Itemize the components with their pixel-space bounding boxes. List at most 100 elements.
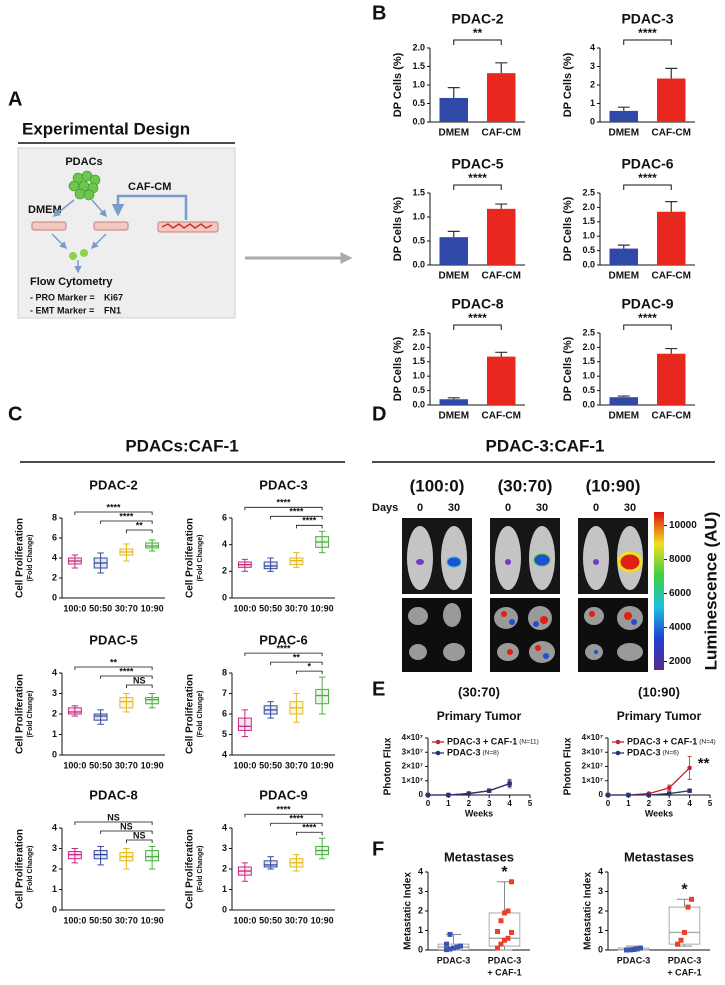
significance-label: ** <box>473 26 483 40</box>
marker-label: - PRO Marker = <box>30 292 95 302</box>
day-label: 30 <box>448 502 460 514</box>
colorbar-tick-label: 2000 <box>669 656 692 667</box>
annotation: * <box>501 864 508 881</box>
chart-title: PDAC-9 <box>259 787 307 802</box>
y-tick-label: 3 <box>52 688 57 698</box>
x-tick-label: 5 <box>528 799 533 808</box>
comparison-label: **** <box>276 805 291 815</box>
data-point <box>451 945 456 951</box>
y-axis-label: Cell Proliferation <box>15 518 26 598</box>
comparison-label: **** <box>302 516 317 526</box>
x-tick-label: + CAF-1 <box>487 967 521 977</box>
comparison-label: ** <box>136 520 144 530</box>
marker-label: - EMT Marker = <box>30 305 94 315</box>
bar <box>657 78 686 122</box>
data-point <box>605 792 611 798</box>
legend-note: (N=8) <box>483 750 499 757</box>
comparison-label: **** <box>106 502 121 512</box>
comparison-bracket <box>100 520 153 524</box>
y-tick-label: 1.0 <box>582 371 595 381</box>
y-tick-label: 2 <box>590 79 595 89</box>
data-point <box>447 946 453 952</box>
data-point <box>502 910 507 916</box>
colorbar-tick-label: 10000 <box>669 520 697 531</box>
x-tick-label: 1 <box>626 799 631 808</box>
comparison-bracket <box>125 529 153 533</box>
data-point <box>646 792 651 798</box>
box <box>263 561 278 570</box>
significance-bracket <box>453 39 502 45</box>
comparison-bracket <box>74 666 153 670</box>
box <box>315 688 330 705</box>
x-tick-label: 3 <box>487 799 492 808</box>
day-label: 0 <box>593 502 599 514</box>
error-bar <box>665 201 678 212</box>
y-tick-label: 1 <box>52 884 57 894</box>
data-point <box>498 918 504 924</box>
comparison-bracket <box>244 652 323 657</box>
bar <box>439 237 468 265</box>
x-tick-label: 30:70 <box>285 915 308 925</box>
bar <box>487 356 516 405</box>
box <box>145 850 160 862</box>
x-tick-label: CAF-CM <box>482 128 521 139</box>
x-tick-label: 2 <box>647 799 652 808</box>
day-label: 30 <box>624 502 636 514</box>
y-tick-label: 0.0 <box>582 259 595 269</box>
y-tick-label: 4 <box>52 552 57 562</box>
legend-marker <box>435 739 441 745</box>
data-point <box>505 935 511 941</box>
data-point <box>624 947 629 953</box>
x-tick-label: 0 <box>606 799 611 808</box>
data-point <box>509 929 514 935</box>
comparison-bracket <box>125 839 153 843</box>
x-tick-label: 0 <box>426 799 431 808</box>
y-axis-label-sub: (Fold Change) <box>197 534 204 581</box>
x-tick-label: 100:0 <box>63 915 86 925</box>
x-tick-label: DMEM <box>438 271 469 282</box>
y-tick-label: 2.5 <box>582 187 595 197</box>
chart-title: PDAC-2 <box>451 11 503 27</box>
series-line <box>608 767 691 796</box>
y-tick-label: 0.5 <box>412 385 425 395</box>
comparison-label: **** <box>119 511 134 521</box>
x-tick-label: 100:0 <box>233 603 256 613</box>
y-tick-label: 2.0 <box>582 342 595 352</box>
y-axis-label-sub: (Fold Change) <box>27 690 34 737</box>
data-point <box>495 945 500 951</box>
y-tick-label: 1.5 <box>582 216 595 226</box>
x-tick-label: 30:70 <box>115 760 138 770</box>
y-axis-label: Metastatic Index <box>403 872 414 950</box>
y-tick-label: 1×10⁷ <box>402 776 423 785</box>
y-tick-label: 0 <box>419 790 424 799</box>
chart-subtitle: Primary Tumor <box>437 709 522 723</box>
data-point <box>466 791 471 796</box>
comparison-bracket <box>295 524 323 529</box>
data-point <box>634 946 640 952</box>
x-tick-label: 50:50 <box>89 603 112 613</box>
comparison-bracket <box>100 675 153 679</box>
chart-title: PDAC-5 <box>89 632 137 647</box>
y-tick-label: 2.5 <box>582 327 595 337</box>
data-point <box>689 896 694 902</box>
error-bar <box>495 62 508 74</box>
comparison-label: NS <box>133 675 146 685</box>
comparison-bracket <box>125 684 153 688</box>
data-point <box>458 943 463 949</box>
x-tick-label: 30:70 <box>115 603 138 613</box>
x-tick-label: PDAC-3 <box>668 955 702 965</box>
y-tick-label: 3 <box>598 886 603 896</box>
y-tick-label: 3 <box>418 886 423 896</box>
data-point <box>678 937 684 943</box>
error-bar <box>617 244 630 249</box>
days-label: Days <box>372 502 398 514</box>
comparison-label: **** <box>289 814 304 824</box>
pdacs-label: PDACs <box>65 156 102 168</box>
comparison-bracket <box>100 830 153 834</box>
chart-title: Metastases <box>624 849 694 864</box>
y-tick-label: 7 <box>222 688 227 698</box>
data-point <box>487 788 492 793</box>
comparison-bracket <box>244 813 323 818</box>
y-axis-label-sub: (Fold Change) <box>27 534 34 581</box>
significance-bracket <box>453 324 502 330</box>
